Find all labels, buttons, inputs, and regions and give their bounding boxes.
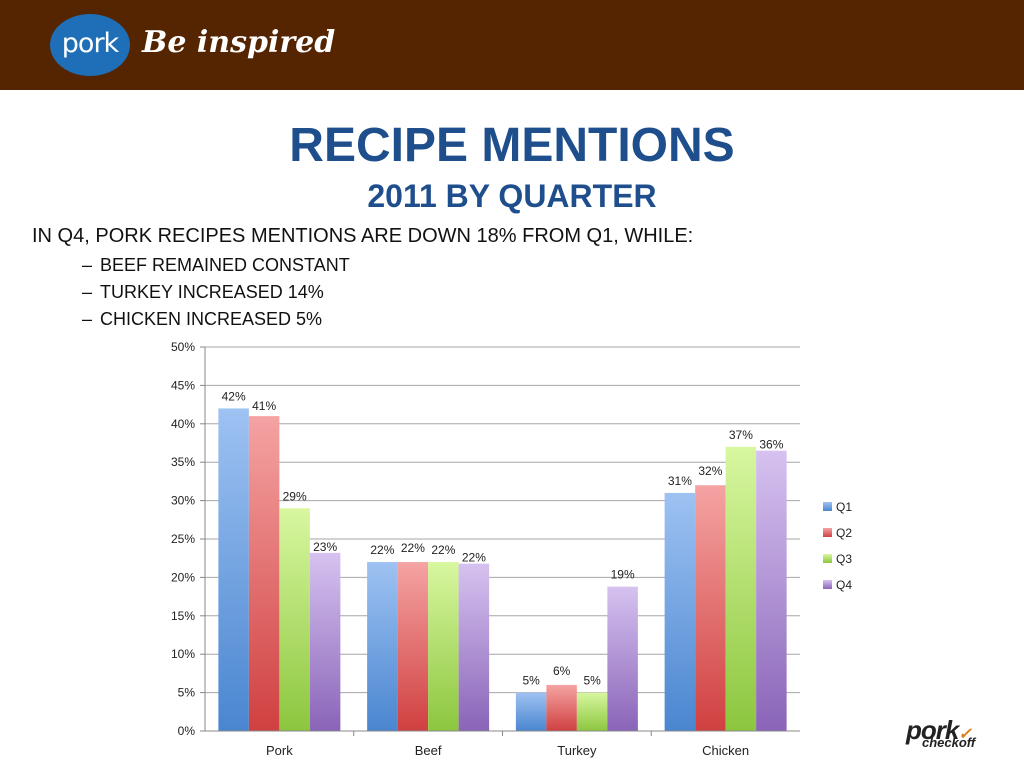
data-label: 6% — [553, 664, 571, 678]
bar-q3-pork — [279, 508, 310, 731]
data-label: 5% — [583, 674, 601, 688]
lead-text: IN Q4, PORK RECIPES MENTIONS ARE DOWN 18… — [32, 225, 694, 247]
slide-subtitle: 2011 BY QUARTER — [367, 178, 657, 214]
data-label: 22% — [431, 543, 455, 557]
bar-q3-turkey — [576, 692, 608, 731]
data-labels: 42% 41% 29% 23% 22% 22% 22% 22% 5% 6% 5% 19% 31% 32% 3… — [222, 389, 784, 687]
y-tick-label: 5% — [178, 686, 196, 700]
bar-q2-beef — [397, 562, 429, 731]
data-label: 22% — [462, 551, 486, 565]
legend-label-q2: Q2 — [836, 526, 852, 540]
bar-q1-turkey — [515, 692, 547, 731]
tagline: Be inspired — [142, 25, 336, 60]
y-tick-label: 35% — [171, 455, 195, 469]
x-tick-label: Chicken — [702, 743, 749, 758]
bullet-text: CHICKEN INCREASED 5% — [100, 309, 323, 329]
pork-logo: pork — [50, 14, 130, 76]
bullet-list: – BEEF REMAINED CONSTANT – TURKEY INCREASE… — [82, 254, 350, 335]
bullet-item: – TURKEY INCREASED 14% — [82, 282, 324, 302]
y-tick-label: 30% — [171, 494, 195, 508]
legend-label-q3: Q3 — [836, 552, 852, 566]
y-tick-label: 10% — [171, 647, 195, 661]
data-label: 19% — [611, 568, 635, 582]
data-label: 42% — [222, 389, 246, 403]
bar-q4-pork — [309, 552, 341, 731]
x-tick-label: Beef — [415, 743, 442, 758]
bar-q1-beef — [367, 562, 398, 731]
legend-swatch-q2 — [823, 528, 832, 537]
legend-swatch-q1 — [823, 502, 832, 511]
x-tick-label: Turkey — [557, 743, 597, 758]
data-label: 29% — [283, 489, 307, 503]
bar-q2-pork — [248, 416, 280, 731]
bullet-item: – CHICKEN INCREASED 5% — [82, 309, 323, 329]
bar-q2-turkey — [546, 684, 577, 731]
legend-label-q4: Q4 — [836, 578, 852, 592]
y-tick-label: 45% — [171, 378, 195, 392]
y-tick-label: 0% — [178, 724, 196, 738]
data-label: 22% — [401, 541, 425, 555]
legend: Q1 Q2 Q3 Q4 — [823, 500, 852, 592]
y-tick-label: 50% — [171, 340, 195, 354]
axes: 0% 5% 10% 15% 20% 25% 30% 35% 40% 45% 50% Pork Beef T… — [171, 340, 800, 758]
bullet-text: BEEF REMAINED CONSTANT — [100, 255, 350, 275]
data-label: 22% — [370, 543, 394, 557]
bar-q4-beef — [458, 563, 490, 731]
data-label: 31% — [668, 474, 692, 488]
data-label: 32% — [698, 464, 722, 478]
data-label: 36% — [759, 438, 783, 452]
y-tick-label: 25% — [171, 532, 195, 546]
bars — [218, 408, 787, 731]
bar-q2-chicken — [695, 485, 726, 731]
bar-q4-turkey — [607, 586, 638, 731]
data-label: 37% — [729, 428, 753, 442]
data-label: 23% — [313, 540, 337, 554]
legend-label-q1: Q1 — [836, 500, 852, 514]
bar-q1-pork — [218, 408, 249, 731]
y-tick-label: 20% — [171, 570, 195, 584]
legend-swatch-q3 — [823, 554, 832, 563]
slide-title: RECIPE MENTIONS — [289, 119, 735, 172]
bullet-item: – BEEF REMAINED CONSTANT — [82, 255, 350, 275]
data-label: 41% — [252, 399, 276, 413]
x-tick-label: Pork — [266, 743, 293, 758]
bar-q3-beef — [428, 562, 459, 731]
bar-q1-chicken — [664, 492, 696, 731]
bar-q3-chicken — [725, 446, 757, 731]
pork-checkoff-logo: pork✓ checkoff — [906, 715, 976, 750]
checkoff-logo-main: pork — [906, 715, 959, 745]
bar-q4-chicken — [756, 450, 787, 731]
y-tick-label: 15% — [171, 609, 195, 623]
legend-swatch-q4 — [823, 580, 832, 589]
data-label: 5% — [522, 674, 540, 688]
bullet-text: TURKEY INCREASED 14% — [100, 282, 324, 302]
pork-logo-word: pork — [61, 28, 119, 59]
y-tick-label: 40% — [171, 417, 195, 431]
header-banner: pork Be inspired — [0, 0, 1024, 90]
checkoff-logo-sub: checkoff — [922, 735, 976, 750]
